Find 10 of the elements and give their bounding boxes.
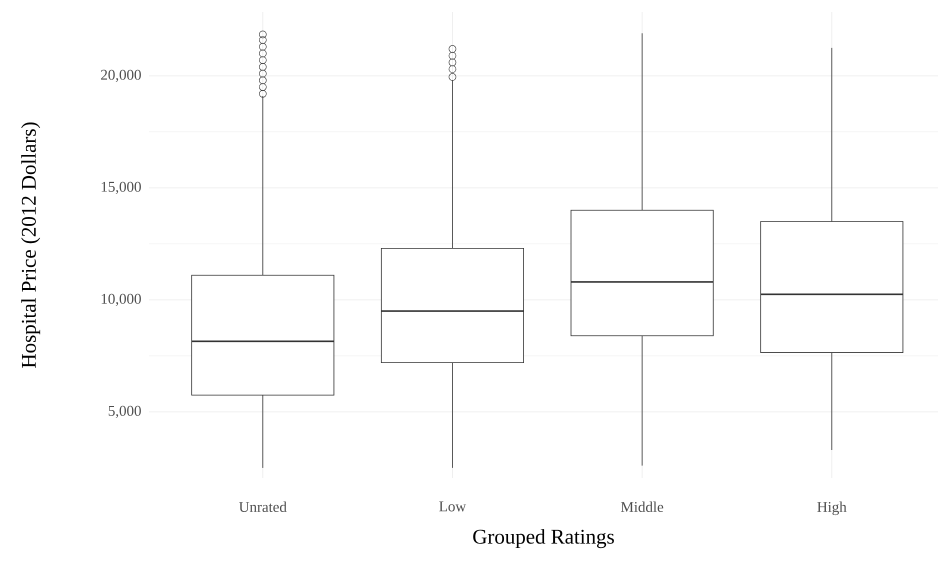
y-tick-label: 10,000: [102, 294, 141, 306]
x-tick-label: Unrated: [239, 502, 287, 512]
x-tick-label: Low: [439, 502, 466, 512]
x-axis-title: Grouped Ratings: [473, 529, 614, 548]
x-tick-label: Middle: [620, 502, 664, 512]
y-tick-label: 5,000: [108, 406, 141, 418]
y-tick-label: 15,000: [102, 182, 141, 194]
y-axis-title: Hospital Price (2012 Dollars): [21, 122, 40, 368]
x-tick-label: High: [817, 502, 847, 516]
y-tick-label: 20,000: [101, 70, 141, 82]
